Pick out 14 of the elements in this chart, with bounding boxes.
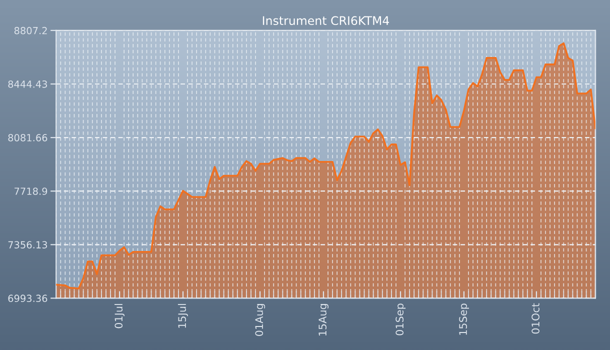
x-tick-label: 15Jul (178, 304, 188, 328)
y-tick-label: 6993.36 (8, 294, 48, 302)
x-tick-label: 01Sep (396, 304, 406, 336)
y-tick-label: 8081.66 (8, 134, 48, 142)
y-tick-label: 7356.13 (8, 241, 48, 248)
x-tick-label: 15Aug (318, 304, 329, 336)
chart-title: Instrument CRI6KTM4 (262, 16, 390, 26)
y-tick-label: 7718.9 (14, 188, 48, 195)
x-tick-label: 01Jul (114, 304, 125, 328)
y-tick-label: 8444.43 (8, 80, 48, 88)
y-tick-label: 8807.2 (14, 26, 47, 34)
x-tick-label: 15Sep (459, 304, 469, 335)
x-tick-label: 01Aug (255, 304, 266, 336)
x-tick-label: 01Oct (532, 303, 540, 334)
